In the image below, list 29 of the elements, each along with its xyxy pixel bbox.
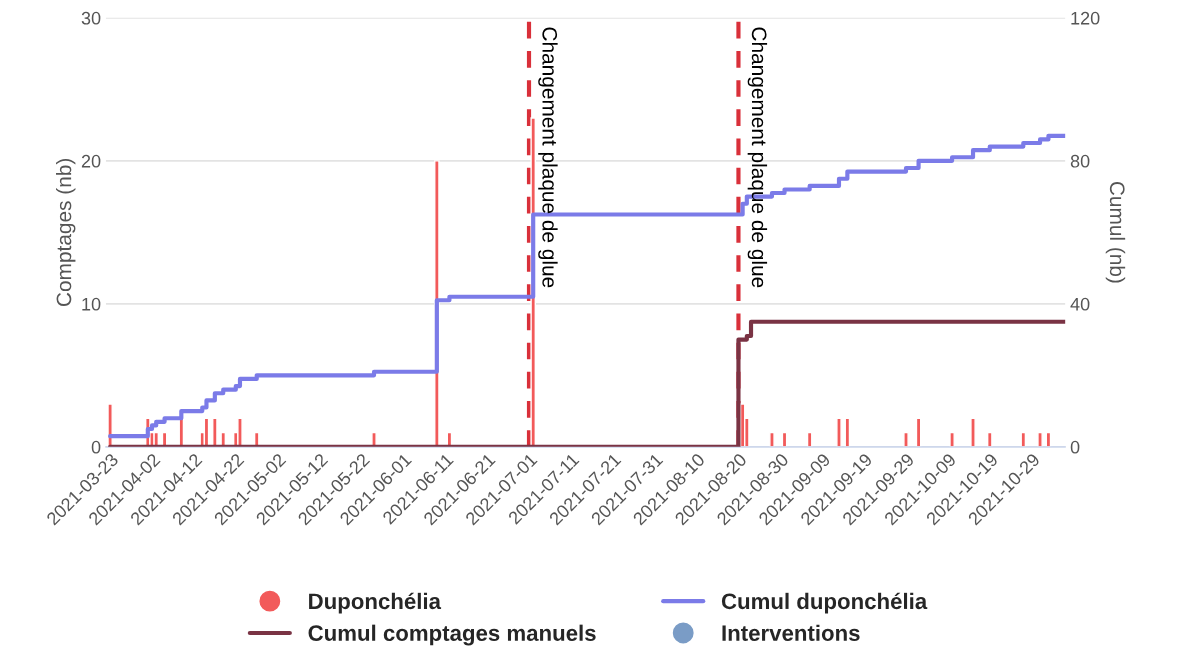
y2-tick-label: 0 [1070, 440, 1080, 454]
bar [253, 431, 260, 447]
y2-tick-label: 40 [1070, 297, 1090, 311]
y-axis-title: Comptages (nb) [56, 158, 76, 306]
ref-line-label: Changement plaque de glue [747, 27, 768, 288]
bar [371, 431, 377, 447]
legend-label: Cumul duponchélia [721, 592, 928, 614]
ref-line-label: Changement plaque de glue [538, 27, 558, 288]
legend-label: Cumul comptages manuels [308, 624, 596, 646]
bar [212, 417, 218, 447]
legend-label: Duponchélia [309, 592, 442, 614]
y-tick-label: 20 [81, 154, 101, 168]
bar [970, 417, 976, 447]
bar [903, 431, 909, 447]
y-tick-label: 10 [82, 297, 101, 311]
bar [1037, 431, 1043, 447]
bar [949, 431, 955, 447]
bar [220, 431, 227, 447]
y2-tick-label: 120 [1071, 11, 1100, 25]
bar [769, 431, 775, 447]
legend-label: Interventions [722, 624, 860, 641]
y2-axis-title: Cumul (nb) [1105, 181, 1126, 283]
bar [237, 417, 243, 447]
bar [836, 417, 842, 447]
bar [153, 431, 159, 447]
y-tick-label: 30 [81, 11, 101, 25]
y-tick-label: 0 [91, 440, 101, 454]
y2-tick-label: 80 [1070, 154, 1090, 168]
bar [986, 431, 993, 447]
